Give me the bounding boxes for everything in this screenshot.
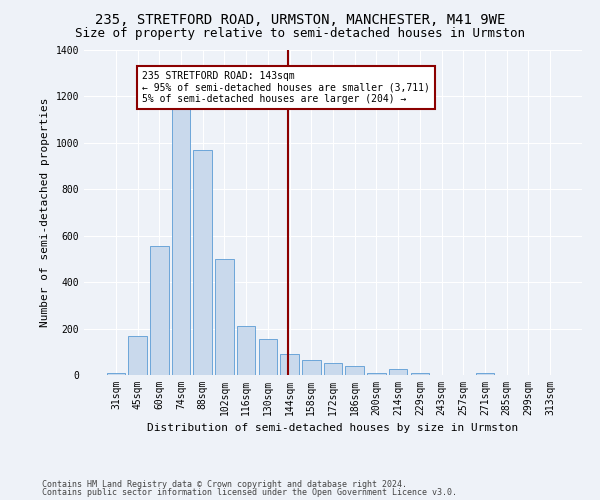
Bar xyxy=(215,259,233,375)
Text: Contains public sector information licensed under the Open Government Licence v3: Contains public sector information licen… xyxy=(42,488,457,497)
Bar xyxy=(389,369,407,375)
Text: Contains HM Land Registry data © Crown copyright and database right 2024.: Contains HM Land Registry data © Crown c… xyxy=(42,480,407,489)
Y-axis label: Number of semi-detached properties: Number of semi-detached properties xyxy=(40,98,50,327)
Text: Size of property relative to semi-detached houses in Urmston: Size of property relative to semi-detach… xyxy=(75,28,525,40)
Bar xyxy=(193,150,212,375)
Bar xyxy=(476,372,494,375)
Bar xyxy=(280,354,299,375)
Bar xyxy=(302,360,320,375)
Text: 235 STRETFORD ROAD: 143sqm
← 95% of semi-detached houses are smaller (3,711)
5% : 235 STRETFORD ROAD: 143sqm ← 95% of semi… xyxy=(142,71,430,104)
Text: 235, STRETFORD ROAD, URMSTON, MANCHESTER, M41 9WE: 235, STRETFORD ROAD, URMSTON, MANCHESTER… xyxy=(95,12,505,26)
Bar xyxy=(150,246,169,375)
Bar xyxy=(107,372,125,375)
Bar xyxy=(367,372,386,375)
Bar xyxy=(346,366,364,375)
Bar xyxy=(237,326,256,375)
Bar xyxy=(128,336,147,375)
Bar xyxy=(324,364,342,375)
Bar xyxy=(410,372,429,375)
X-axis label: Distribution of semi-detached houses by size in Urmston: Distribution of semi-detached houses by … xyxy=(148,424,518,434)
Bar xyxy=(259,339,277,375)
Bar xyxy=(172,85,190,375)
